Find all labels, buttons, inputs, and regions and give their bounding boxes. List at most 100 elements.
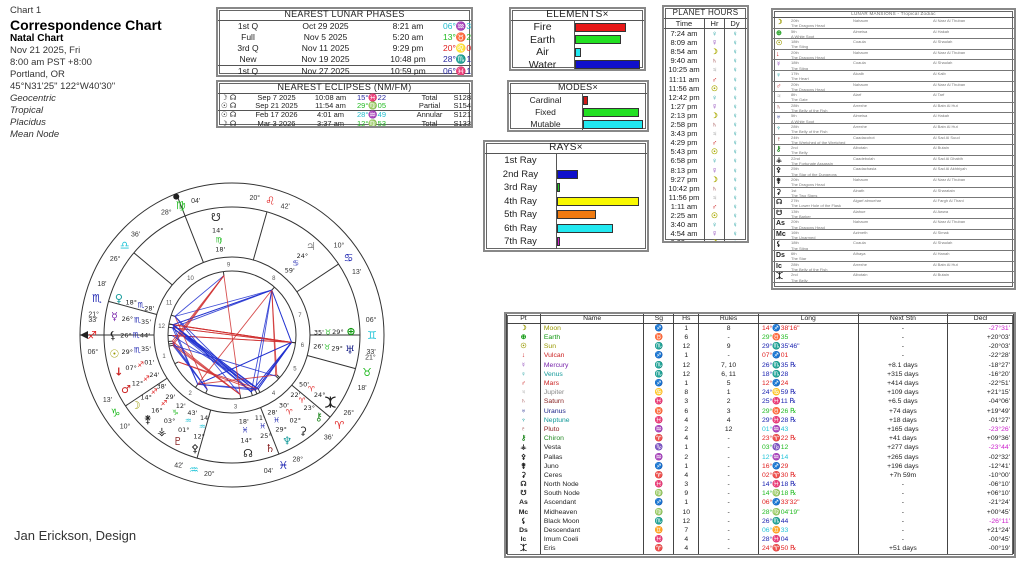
planet-minute: 29' — [165, 393, 175, 401]
longitude: 14°♓18 ℞ — [757, 480, 859, 490]
table-row: ♄ Saturn ♓ 3 2 25°♓11 ℞ +6.5 days -04°06' — [506, 397, 1014, 407]
planet-sign-icon: ♉ — [324, 342, 331, 351]
planet-hour-row: 5:43 pm ☉ ♀ — [664, 147, 747, 157]
planet-degree: 26° — [120, 331, 132, 339]
planet-hour-time: 4:29 pm — [664, 138, 705, 148]
house-number: 1 — [673, 461, 700, 471]
planet-name: Mercury — [539, 360, 645, 370]
mansion-number: 18th — [791, 240, 799, 246]
planet-name: Uranus — [539, 406, 645, 416]
planet-tick — [174, 361, 179, 365]
planet-sign-icon: ♒ — [185, 416, 192, 425]
house-cusp-line — [291, 384, 331, 418]
planet-hour-row: 8:09 am ☿ ♀ — [664, 38, 747, 48]
planet-sign-icon: ♈ — [308, 384, 315, 393]
planet-glyph-icon: ⚷ — [315, 410, 323, 423]
mansion-meaning: The Wretched of the Wretched — [791, 139, 846, 145]
house-number: 4 — [673, 535, 700, 545]
rules-houses: 3 — [698, 406, 759, 416]
house-number: 10 — [673, 507, 700, 517]
cusp-degree: 10° — [334, 242, 345, 250]
rules-houses: - — [698, 516, 759, 526]
planet-sign-icon: ♉ — [325, 327, 332, 336]
hour-ruler-icon: ☿ — [705, 165, 725, 175]
planet-icon: ♅ — [506, 406, 541, 416]
sign-icon: ♏ — [643, 516, 675, 526]
planet-degree: 03° — [164, 417, 176, 425]
planet-hour-row: 11:11 am ♂ ♀ — [664, 74, 747, 84]
rules-houses: 4 — [698, 415, 759, 425]
lunar-phase-pos: 20°♌04 — [443, 43, 473, 53]
table-row: Ds Descendant ♊ 7-06°♊33- +21°24' — [506, 525, 1014, 536]
day-ruler-icon: ♀ — [732, 183, 738, 193]
lunar-mansion-row: ♇ 24th The Wretched of the Wretched Caadaco… — [773, 135, 1014, 146]
modes-bar — [583, 107, 639, 117]
lunar-mansion-row: ⚳ 1st The Two Signs Alnath Al Sharatain — [773, 188, 1014, 199]
eclipse-icon: ☉ ☊ — [221, 110, 237, 120]
mansion-number: 20th — [791, 18, 799, 23]
lunar-phase-pos: 06°♓17 — [443, 66, 473, 76]
planet-hour-time: 1:27 pm — [664, 101, 705, 111]
aspect-line — [172, 275, 225, 346]
day-ruler-icon: ♀ — [732, 83, 738, 93]
house-number: 1 — [162, 354, 166, 360]
cusp-degree: 21° — [88, 311, 99, 319]
hour-ruler-icon: ☽ — [705, 174, 725, 184]
mansion-meaning: The Belly — [791, 150, 808, 156]
planet-icon: ⚴ — [776, 167, 782, 175]
planet-tick — [254, 390, 258, 395]
mansion-number: 18th — [791, 60, 799, 66]
planet-icon: ⚸ — [506, 516, 541, 526]
rules-houses: - — [698, 480, 759, 490]
day-ruler-icon: ♀ — [732, 65, 738, 75]
planet-glyph-icon: ♂ — [121, 383, 131, 396]
rays-bar — [557, 169, 578, 179]
hour-ruler-icon: ☉ — [705, 210, 725, 221]
planet-degree: 01° — [178, 426, 190, 434]
planet-sign-icon: ♐ — [137, 360, 144, 369]
aspect-line — [171, 275, 225, 342]
house-number: 6 — [301, 343, 305, 349]
house-number: 1 — [673, 323, 700, 333]
mansion-name: Caadacohot — [853, 134, 875, 140]
house-number: 12 — [673, 369, 700, 379]
mansion-meaning: The Belly of the Fish — [791, 108, 828, 114]
longitude: 24°♈50 ℞ — [757, 544, 859, 554]
house-number: 12 — [158, 324, 165, 330]
rules-houses: - — [698, 443, 759, 453]
rays-row: 4th Ray — [485, 194, 647, 208]
planet-degree: 14° — [140, 394, 152, 402]
rays-label: 4th Ray — [485, 194, 557, 208]
next-station: +51 days — [857, 544, 949, 554]
planet-icon: ⚶ — [776, 156, 782, 164]
mansion-name: Coaula — [853, 240, 866, 246]
mansion-meaning: The Sting — [791, 44, 809, 50]
cusp-degree: 20° — [204, 470, 215, 478]
eclipse-date: Mar 3 2026 — [257, 118, 296, 128]
planet-icon: ⚴ — [506, 452, 541, 462]
elements-row: Water — [511, 58, 644, 69]
table-header-decl: Decl — [947, 314, 1014, 324]
chart-date: Nov 21 2025, Fri — [10, 45, 81, 56]
mansion-arabic-name: Al Tarf — [933, 92, 945, 98]
rules-houses: - — [698, 544, 759, 554]
planet-tick — [205, 389, 208, 394]
rules-houses: - — [698, 525, 759, 536]
table-row: ⊕ Earth ♉ 6-29°♉35- +20°03' — [506, 333, 1014, 343]
eclipse-date: Sep 7 2025 — [257, 93, 296, 102]
declination: +09°36' — [947, 434, 1014, 444]
rays-panel: RAYS× 1st Ray 2nd Ray 3rd Ray 4th Ray 5th Ra… — [483, 140, 649, 252]
table-header-rules: Rules — [698, 314, 759, 324]
rays-title: RAYS× — [485, 142, 647, 154]
chart-title: Correspondence Chart — [10, 17, 162, 33]
house-number: 1 — [673, 378, 700, 389]
lunar-phases-title: NEAREST LUNAR PHASES — [218, 9, 471, 21]
mansion-number: 8th — [791, 92, 797, 98]
planet-glyph-icon: ⚵ — [144, 413, 152, 426]
lunar-phase-phase: New — [239, 54, 257, 64]
house-number: 5 — [293, 366, 297, 372]
sign-icon: ♈ — [643, 470, 675, 480]
mansion-arabic-name: Al Nasr Al Thuban — [933, 219, 966, 225]
modes-label: Mutable — [509, 118, 583, 130]
rays-label: 1st Ray — [485, 154, 557, 168]
